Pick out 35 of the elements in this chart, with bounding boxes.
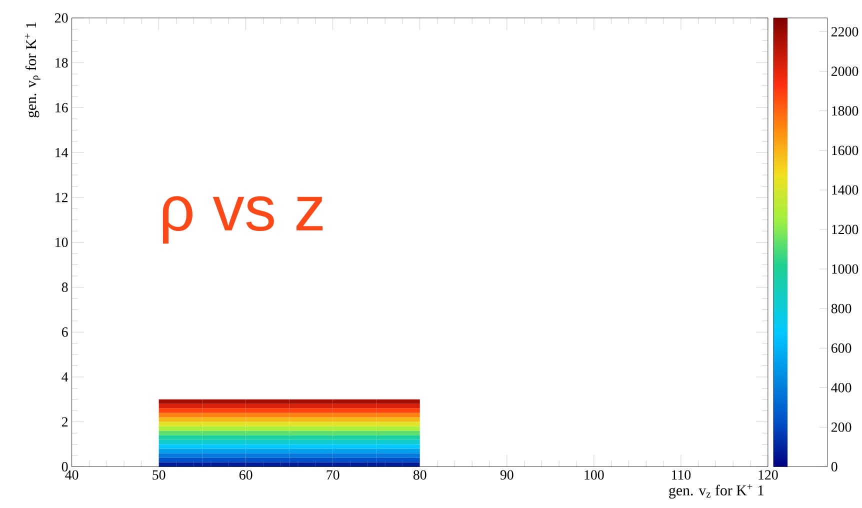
x-tick-label: 60: [239, 470, 252, 480]
color-bar-label: 200: [831, 422, 852, 432]
y-axis-title: gen. v$_{ρ}$ for K$^{+}$ 1: [24, 22, 40, 118]
y-tick-label: 2: [62, 417, 68, 427]
color-bar-label: 800: [831, 304, 852, 314]
y-tick-label: 12: [56, 193, 68, 202]
y-tick-label: 16: [56, 103, 68, 113]
x-tick-label: 90: [500, 470, 514, 480]
color-bar-label: 1400: [832, 185, 858, 195]
x-tick-label: 50: [152, 470, 166, 480]
color-bar-label: 2000: [831, 66, 858, 76]
annotation: ρ vs z: [162, 196, 323, 244]
x-tick-label: 120: [758, 470, 778, 480]
y-tick-label: 8: [62, 282, 68, 292]
x-tick-label: 40: [65, 470, 78, 480]
y-tick-label: 6: [62, 328, 68, 337]
y-tick-label: 20: [54, 13, 68, 23]
x-tick-label: 110: [672, 470, 691, 480]
x-tick-label: 70: [326, 470, 340, 480]
color-bar-label: 1000: [832, 264, 858, 274]
y-tick-label: 4: [62, 372, 68, 382]
y-tick-label: 0: [62, 462, 68, 472]
y-tick-label: 10: [56, 238, 68, 248]
color-bar-label: 600: [831, 344, 852, 353]
color-bar-label: 2200: [831, 27, 858, 37]
x-tick-label: 100: [584, 470, 604, 480]
color-bar-label: 1600: [832, 146, 858, 156]
color-bar-label: 1800: [832, 106, 858, 116]
color-bar-label: 1200: [832, 224, 858, 234]
color-bar-label: 400: [831, 383, 852, 393]
x-axis-title: gen. v$_{z}$ for K$^{+}$ 1: [669, 484, 764, 499]
x-tick-label: 80: [413, 470, 426, 480]
y-tick-label: 18: [56, 58, 68, 68]
y-tick-label: 14: [56, 148, 68, 158]
color-bar-label: 0: [831, 462, 838, 472]
